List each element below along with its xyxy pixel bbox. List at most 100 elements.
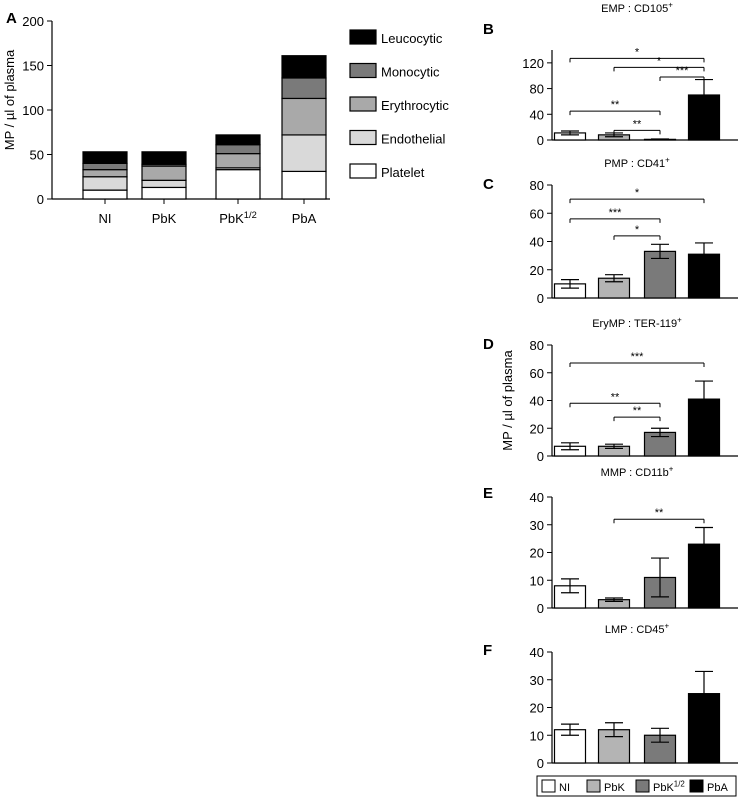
panel-a-legend-swatch [349,163,377,179]
panel-b-ytick-label: 0 [537,133,544,148]
panel-f-ytick-label: 10 [530,728,544,743]
panel-letter-f: F [483,642,492,659]
panel-e-title: MMP : CD11b+ [601,465,674,479]
panel-e-title-sup: + [669,465,674,474]
panel-c-ytick-label: 40 [530,235,544,250]
bottom-legend-label-main: PbK [653,782,674,794]
bottom-legend-label: PbK1/2 [653,780,685,794]
panel-a-xtick-label-sup: 1/2 [244,210,257,220]
panel-a-stack-segment [215,144,261,155]
panel-a-xtick-label-main: PbA [292,211,317,226]
bottom-legend-label: PbA [707,782,728,794]
panel-a-legend-label: Platelet [381,165,425,180]
panel-a-legend-swatch [349,129,377,146]
panel-a-ytick-label: 200 [22,14,44,29]
bottom-legend-label-main: PbA [707,782,728,794]
panel-d-sig-label: ** [633,405,642,417]
panel-a-stack-segment [82,169,128,178]
panel-letter-b: B [483,21,494,38]
panel-d-ytick-label: 20 [530,421,544,436]
panel-d-title: EryMP : TER-119+ [592,316,682,330]
bottom-legend-label: NI [559,782,570,794]
panel-letter-a: A [6,10,17,27]
bottom-legend-swatch [541,779,556,793]
panel-e-ytick-label: 20 [530,546,544,561]
panel-d-title-main: EryMP : TER-119 [592,318,677,330]
panel-letter-c: C [483,176,494,193]
panel-c-sig-label: * [635,187,640,199]
panel-d-ytick-label: 40 [530,394,544,409]
panel-f-title-sup: + [665,622,670,631]
panel-a-legend-label: Endothelial [381,132,445,147]
panel-a-stack-segment [82,151,128,165]
panel-b-title-sup: + [668,1,673,10]
panel-c-ytick-label: 20 [530,263,544,278]
panel-a-stack-segment [82,162,128,171]
panel-c-ytick-label: 60 [530,206,544,221]
panel-b-ytick-label: 120 [522,56,544,71]
panel-a-legend-swatch [349,29,377,45]
panel-c-ytick-label: 0 [537,291,544,306]
bottom-legend-label: PbK [604,782,625,794]
panel-a-stack-segment [141,165,187,181]
panel-a-stack-segment [281,77,327,100]
panel-a-xtick-label: NI [99,211,112,226]
panel-a-stack-segment [281,55,327,79]
panel-f-bar [597,729,631,764]
panel-e-ytick-label: 40 [530,490,544,505]
panel-f-title: LMP : CD45+ [605,622,670,636]
panel-b-sig-label: * [635,46,640,58]
panel-b-ytick-label: 40 [530,107,544,122]
panel-a-legend-label: Monocytic [381,65,440,80]
panel-f-ytick-label: 0 [537,756,544,771]
bottom-legend-label-sup: 1/2 [674,780,685,789]
bottom-legend-label-main: PbK [604,782,625,794]
panel-f-ytick-label: 30 [530,673,544,688]
panel-a-xtick-label: PbA [292,211,317,226]
panel-a-stack-segment [281,170,327,200]
panel-a-stack-segment [215,169,261,200]
panel-a-legend-label: Leucocytic [381,31,443,46]
bottom-legend-label-main: NI [559,782,570,794]
panel-e-title-main: MMP : CD11b [601,467,669,479]
panel-letter-e: E [483,485,493,502]
panel-a-stack-segment [82,176,128,191]
panel-d-ytick-label: 60 [530,366,544,381]
panel-e-ytick-label: 30 [530,518,544,533]
panel-d-ytick-label: 0 [537,449,544,464]
panel-b-ytick-label: 80 [530,82,544,97]
panel-d-ytick-label: 80 [530,338,544,353]
panel-b-sig-label: ** [611,99,620,111]
panel-e-ytick-label: 10 [530,573,544,588]
panel-c-title: PMP : CD41+ [604,156,670,170]
panel-c-ytick-label: 80 [530,178,544,193]
panel-d-ylabel: MP / µl of plasma [500,350,515,451]
panel-a-ytick-label: 0 [37,192,44,207]
panel-b-sig-label: ** [633,118,642,130]
panel-a-stack-segment [281,97,327,136]
bottom-legend-swatch [689,779,704,793]
bottom-legend-swatch [586,779,601,793]
panel-c-sig-label: * [635,224,640,236]
panel-f-ytick-label: 40 [530,645,544,660]
panel-a-legend-label: Erythrocytic [381,98,449,113]
panel-a-xtick-label: PbK [152,211,177,226]
panel-c-bar [643,250,677,299]
panel-d-title-sup: + [677,316,682,325]
panel-d-sig-label: *** [631,351,645,363]
panel-b-title-main: EMP : CD105 [601,3,668,15]
panel-b-sig-label: *** [676,65,690,77]
panel-d-sig-label: ** [611,391,620,403]
panel-c-title-main: PMP : CD41 [604,158,665,170]
panel-a-stack-segment [141,179,187,189]
panel-b-title: EMP : CD105+ [601,1,673,15]
panel-a-stack-segment [82,189,128,200]
panel-c-sig-label: *** [609,207,623,219]
panel-letter-d: D [483,336,494,353]
panel-a-stack-segment [215,134,261,146]
panel-a-stack-segment [141,186,187,200]
panel-a-xtick-label: PbK1/2 [219,210,257,226]
panel-a-stack-segment [215,153,261,169]
panel-a-xtick-label-main: PbK [219,211,244,226]
